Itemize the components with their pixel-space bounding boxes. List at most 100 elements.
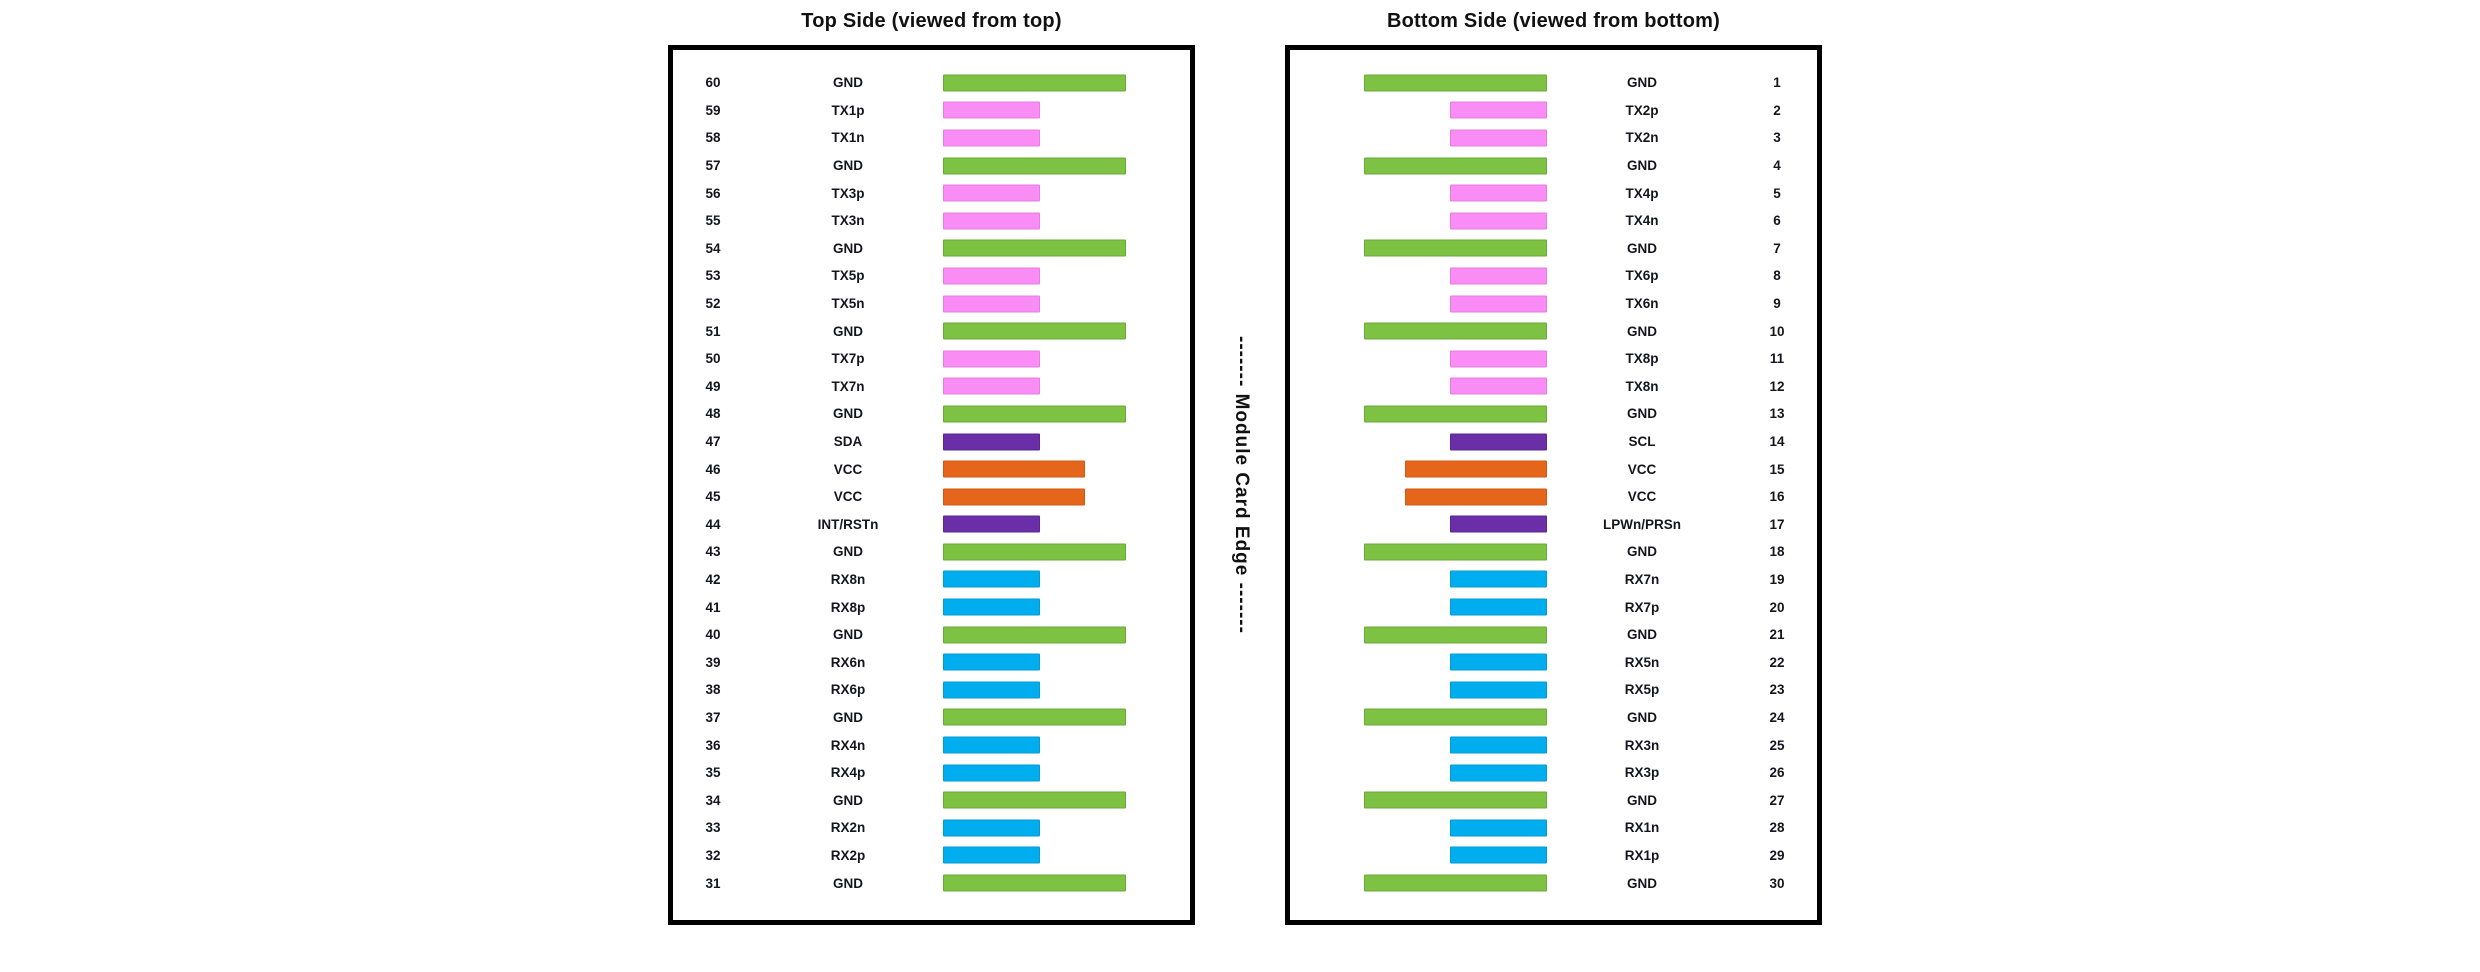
pin-signal-name: GND	[833, 406, 863, 422]
pin-pad-cell	[1290, 648, 1547, 676]
pin-pad-cell	[943, 538, 1190, 566]
pin-pad-gnd	[1364, 543, 1547, 561]
pin-row: 2 TX2p	[1290, 97, 1817, 125]
pin-row: 15 VCC	[1290, 455, 1817, 483]
pin-pad-cell	[1290, 814, 1547, 842]
pin-pad-cell	[943, 373, 1190, 401]
pin-pad-rx	[1450, 764, 1547, 782]
pin-number: 10	[1769, 323, 1785, 339]
pin-signal-name: RX4p	[830, 765, 866, 781]
pin-row: 33 RX2n	[673, 814, 1190, 842]
pin-signal-name: GND	[833, 75, 863, 91]
pin-number: 30	[1769, 875, 1785, 891]
pin-pad-cell	[943, 676, 1190, 704]
bottom-side-title: Bottom Side (viewed from bottom)	[1386, 10, 1721, 32]
top-side-panel: 60 GND 59 TX1p 58 TX1n 57 GND 56 TX3p 55 TX3n 54 GND 5…	[668, 45, 1195, 925]
pin-number: 42	[705, 571, 721, 587]
pin-number: 41	[705, 599, 721, 615]
pin-number: 34	[705, 792, 721, 808]
pin-number: 26	[1769, 765, 1785, 781]
pin-row: 54 GND	[673, 235, 1190, 263]
pin-signal-name: TX4n	[1625, 213, 1659, 229]
pin-pad-tx	[943, 377, 1040, 395]
pin-number: 16	[1769, 489, 1785, 505]
pin-signal-name: TX5p	[831, 268, 865, 284]
pin-signal-name: RX8n	[830, 571, 866, 587]
pin-pad-cell	[943, 428, 1190, 456]
pin-signal-name: GND	[833, 792, 863, 808]
pin-number: 60	[705, 75, 721, 91]
module-card-edge-label: ------- Module Card Edge -------	[1196, 255, 1286, 715]
pin-pad-rx	[1450, 570, 1547, 588]
pin-pad-cell	[1290, 538, 1547, 566]
pin-signal-name: RX2p	[830, 847, 866, 863]
pin-row: 11 TX8p	[1290, 345, 1817, 373]
pin-row: 12 TX8n	[1290, 373, 1817, 401]
pin-pad-cell	[1290, 621, 1547, 649]
pin-pad-cell	[1290, 97, 1547, 125]
pin-row: 13 GND	[1290, 400, 1817, 428]
pin-pad-cell	[943, 345, 1190, 373]
pin-number: 22	[1769, 654, 1785, 670]
pin-signal-name: GND	[833, 240, 863, 256]
pin-pad-cell	[1290, 373, 1547, 401]
pin-pad-cell	[1290, 345, 1547, 373]
pin-pad-cell	[943, 124, 1190, 152]
pin-pad-cell	[943, 152, 1190, 180]
pin-row: 40 GND	[673, 621, 1190, 649]
pin-row: 4 GND	[1290, 152, 1817, 180]
pin-pad-tx	[943, 295, 1040, 313]
bottom-side-panel: 1 GND 2 TX2p 3 TX2n 4 GND 5 TX4p 6 TX4n 7 GND 8 TX6p 9 TX…	[1285, 45, 1822, 925]
pin-pad-cell	[1290, 69, 1547, 97]
pin-pad-gnd	[1364, 708, 1547, 726]
pin-pad-tx	[1450, 184, 1547, 202]
pin-row: 10 GND	[1290, 317, 1817, 345]
pin-row: 41 RX8p	[673, 593, 1190, 621]
pin-pad-tx	[1450, 267, 1547, 285]
pin-row: 21 GND	[1290, 621, 1817, 649]
pin-pad-tx	[1450, 101, 1547, 119]
pin-row: 17 LPWn/PRSn	[1290, 511, 1817, 539]
pin-signal-name: GND	[833, 627, 863, 643]
pin-pad-cell	[1290, 290, 1547, 318]
pin-row: 32 RX2p	[673, 842, 1190, 870]
pin-pad-tx	[943, 350, 1040, 368]
pin-number: 35	[705, 765, 721, 781]
pin-pad-control	[1450, 515, 1547, 533]
pin-pad-cell	[943, 179, 1190, 207]
pin-pad-cell	[1290, 511, 1547, 539]
pin-pad-cell	[943, 786, 1190, 814]
pin-signal-name: TX4p	[1625, 185, 1659, 201]
pin-pad-cell	[1290, 124, 1547, 152]
pin-signal-name: GND	[1627, 627, 1657, 643]
pin-signal-name: VCC	[1627, 461, 1657, 477]
top-side-title: Top Side (viewed from top)	[801, 10, 1062, 32]
pin-signal-name: GND	[1627, 323, 1657, 339]
pin-pad-gnd	[943, 405, 1126, 423]
pin-row: 49 TX7n	[673, 373, 1190, 401]
pin-row: 29 RX1p	[1290, 842, 1817, 870]
pin-number: 19	[1769, 571, 1785, 587]
pin-signal-name: SDA	[833, 434, 863, 450]
pin-row: 6 TX4n	[1290, 207, 1817, 235]
pin-signal-name: RX1n	[1624, 820, 1660, 836]
pin-number: 23	[1769, 682, 1785, 698]
pin-number: 47	[705, 434, 721, 450]
pin-pad-vcc	[943, 460, 1085, 478]
pin-row: 16 VCC	[1290, 483, 1817, 511]
pin-pad-tx	[943, 129, 1040, 147]
pin-signal-name: SCL	[1628, 434, 1656, 450]
pin-number: 36	[705, 737, 721, 753]
pin-pad-cell	[943, 648, 1190, 676]
pin-number: 40	[705, 627, 721, 643]
pin-pad-tx	[1450, 295, 1547, 313]
pin-pad-gnd	[943, 239, 1126, 257]
pin-number: 25	[1769, 737, 1785, 753]
pin-pad-control	[943, 433, 1040, 451]
pin-signal-name: RX4n	[830, 737, 866, 753]
pin-row: 38 RX6p	[673, 676, 1190, 704]
pin-number: 43	[705, 544, 721, 560]
pin-pad-cell	[943, 483, 1190, 511]
pin-pad-cell	[1290, 152, 1547, 180]
